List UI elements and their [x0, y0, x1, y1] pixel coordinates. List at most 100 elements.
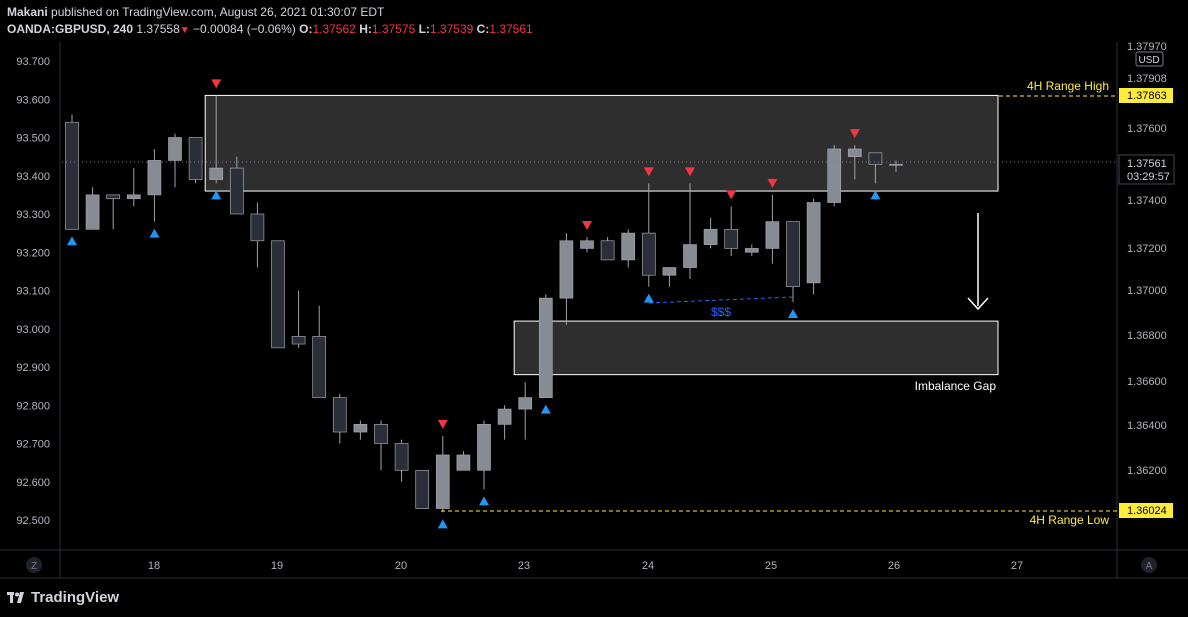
a-button-label: A: [1146, 561, 1153, 572]
candle: [518, 382, 533, 440]
candle: [312, 305, 327, 398]
symbol-name[interactable]: OANDA:GBPUSD, 240: [7, 22, 134, 36]
candle: [559, 233, 574, 325]
right-axis-tick: 1.37908: [1127, 73, 1167, 85]
candle: [827, 145, 842, 207]
candle: [271, 240, 285, 349]
right-axis-tick: 1.37600: [1127, 123, 1167, 135]
close-value: 1.37561: [489, 22, 533, 36]
candle-body: [518, 397, 533, 410]
candle: [497, 405, 512, 440]
candle: [724, 206, 739, 257]
candle: [229, 156, 244, 215]
range-low-price-badge: [1119, 503, 1173, 518]
down-triangle-icon: [211, 79, 222, 89]
candle-body: [106, 194, 121, 200]
candle-body: [271, 240, 285, 349]
left-axis-tick: 92.700: [16, 439, 50, 451]
candle-body: [580, 240, 594, 249]
candle-body: [435, 454, 450, 509]
imbalance-gap-label[interactable]: Imbalance Gap: [915, 379, 997, 393]
candle-body: [477, 424, 491, 471]
candle-body: [827, 148, 842, 203]
left-axis-tick: 93.400: [16, 171, 50, 183]
candle-body: [126, 194, 141, 200]
left-axis-tick: 93.000: [16, 324, 50, 336]
annotations-layer: 4H Range High 4H Range Low Imbalance Gap…: [62, 79, 1117, 527]
candle: [538, 294, 553, 398]
right-price-axis[interactable]: 1.37970 1.37908 1.37600 1.37400 1.37200 1.370…: [1127, 41, 1167, 477]
range-high-price-badge: [1119, 88, 1173, 103]
right-axis-badges: USD 1.37863 1.37561 03:29:57 1.36024: [1118, 51, 1175, 518]
range-low-label[interactable]: 4H Range Low: [1030, 513, 1110, 527]
left-axis-tick: 92.600: [16, 477, 50, 489]
candle: [683, 183, 697, 280]
up-triangle-icon: [479, 496, 489, 506]
markers-layer: [67, 79, 881, 529]
candle-body: [786, 221, 800, 288]
time-axis-tick: 20: [395, 560, 407, 572]
range-low-price: 1.36024: [1127, 505, 1167, 517]
last-price: 1.37558: [136, 22, 180, 36]
candle: [209, 95, 224, 184]
candle-body: [662, 267, 677, 276]
candle-body: [168, 137, 182, 161]
candle-body: [724, 228, 739, 249]
time-axis-tick: 19: [271, 560, 283, 572]
close-label: C:: [476, 22, 490, 36]
candle-body: [806, 202, 821, 284]
down-triangle-icon: [685, 167, 695, 177]
time-axis-tick: 18: [148, 560, 160, 572]
right-axis-tick: 1.36800: [1127, 330, 1167, 342]
liquidity-label[interactable]: $$$: [711, 305, 731, 319]
candle-body: [332, 397, 347, 433]
zone-box[interactable]: [513, 320, 999, 376]
tradingview-logo-icon: [7, 592, 24, 604]
up-triangle-icon: [211, 190, 222, 200]
candle-body: [209, 167, 224, 180]
candle-body: [85, 194, 100, 230]
publish-header: Makani published on TradingView.com, Aug…: [7, 5, 384, 19]
candle-body: [147, 160, 162, 196]
right-axis-tick: 1.36600: [1127, 376, 1167, 388]
candle-body: [312, 336, 327, 398]
candle: [106, 194, 121, 230]
candle: [662, 267, 677, 287]
candle-body: [889, 163, 903, 166]
log-scale-button[interactable]: [26, 557, 42, 573]
currency-label: USD: [1138, 55, 1159, 66]
auto-scale-button[interactable]: [1141, 557, 1157, 573]
down-triangle-icon: [437, 419, 448, 429]
candle-body: [291, 336, 306, 345]
liquidity-trendline[interactable]: [648, 296, 794, 304]
candle-body: [250, 213, 265, 242]
time-axis-tick: 27: [1011, 560, 1023, 572]
candle: [65, 114, 79, 230]
right-axis-tick: 1.37970: [1127, 41, 1167, 53]
left-axis-tick: 93.200: [16, 247, 50, 259]
left-price-axis[interactable]: 93.700 93.600 93.500 93.400 93.300 93.200 93.1…: [16, 56, 50, 527]
range-high-label[interactable]: 4H Range High: [1027, 79, 1109, 93]
tradingview-footer[interactable]: TradingView: [7, 589, 119, 606]
high-value: 1.37575: [371, 22, 416, 36]
time-axis-tick: 24: [642, 560, 654, 572]
candle-body: [65, 121, 79, 230]
currency-badge[interactable]: [1135, 51, 1164, 67]
candle: [126, 168, 141, 207]
candle: [580, 236, 594, 253]
left-axis-tick: 93.700: [16, 56, 50, 68]
open-label: O:: [299, 22, 313, 36]
candle: [291, 290, 306, 348]
candle: [703, 217, 718, 249]
high-label: H:: [359, 22, 372, 36]
candle: [147, 148, 162, 222]
time-axis[interactable]: 18 19 20 23 24 25 26 27: [148, 560, 1023, 572]
up-triangle-icon: [149, 228, 160, 238]
author-name[interactable]: Makani: [7, 5, 48, 19]
left-axis-tick: 93.600: [16, 94, 50, 106]
candle: [415, 469, 430, 509]
candle-body: [621, 232, 636, 261]
zone-box[interactable]: [204, 94, 999, 192]
candle-body: [188, 137, 203, 180]
